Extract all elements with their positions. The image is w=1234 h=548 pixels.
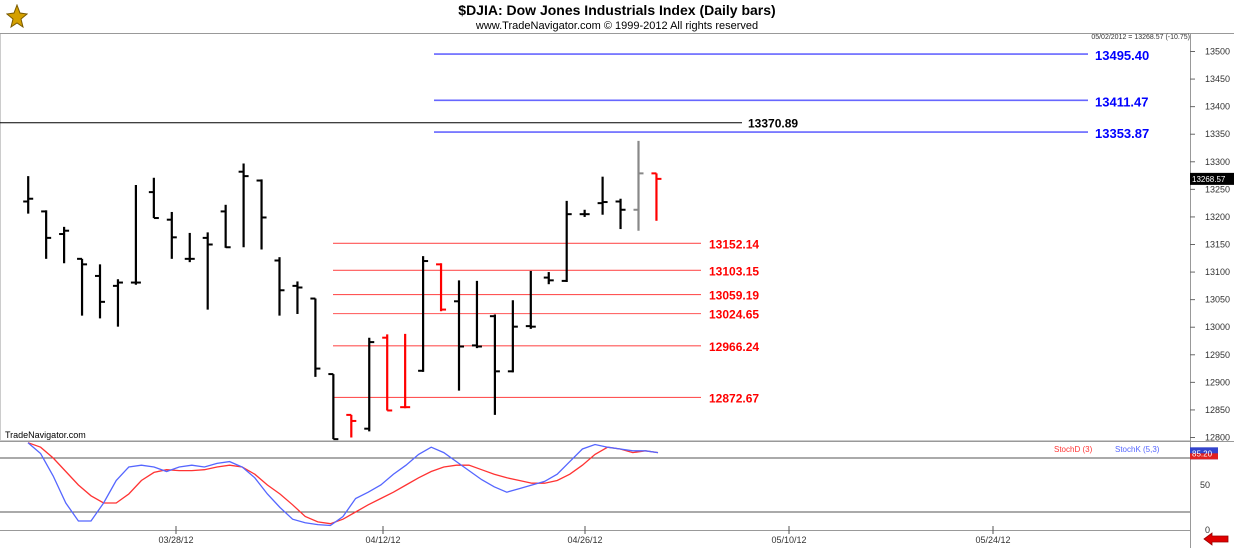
watermark-label: TradeNavigator.com <box>5 430 86 440</box>
ohlc-bar <box>112 279 123 327</box>
ohlc-bar <box>148 177 159 220</box>
ohlc-bar <box>59 226 70 264</box>
chart-title: $DJIA: Dow Jones Industrials Index (Dail… <box>458 2 776 18</box>
ohlc-bar <box>436 263 447 312</box>
trade-navigator-logo-icon <box>6 4 28 29</box>
chart-header: $DJIA: Dow Jones Industrials Index (Dail… <box>0 0 1234 34</box>
stoch-value-label: 85.20 <box>1192 449 1213 458</box>
resistance-label: 13495.40 <box>1095 48 1149 63</box>
ohlc-bar <box>454 280 464 391</box>
support-label: 13059.19 <box>709 289 759 303</box>
scroll-left-arrow-icon[interactable] <box>1203 532 1229 546</box>
ohlc-bar <box>310 297 321 377</box>
ohlc-bar <box>400 333 411 409</box>
support-label: 12966.24 <box>709 340 759 354</box>
ohlc-bar <box>328 373 339 441</box>
price-tag-label: 13268.57 <box>1192 175 1226 184</box>
ohlc-bar <box>346 413 357 438</box>
ohlc-bar <box>41 210 52 259</box>
legend-stochk: StochK (5,3) <box>1115 445 1160 454</box>
x-tick-label: 03/28/12 <box>158 535 193 545</box>
ohlc-bar <box>525 270 536 329</box>
y-tick-label: 13150 <box>1205 240 1230 250</box>
ohlc-bar <box>256 179 267 250</box>
y-tick-label: 12950 <box>1205 350 1230 360</box>
copyright-text: www.TradeNavigator.com © 1999-2012 All r… <box>475 20 759 32</box>
y-tick-label: 13200 <box>1205 212 1230 222</box>
current-price-tag: 13268.57 <box>1190 172 1234 185</box>
x-tick-label: 05/24/12 <box>975 535 1010 545</box>
ohlc-bar <box>364 337 375 432</box>
y-tick-label: 12900 <box>1205 377 1230 387</box>
quote-readout: 05/02/2012 = 13268.57 (-10.75) <box>1091 34 1190 41</box>
price-y-axis: 12800 12850 12900 12950 13000 13050 13100 13150… <box>1190 47 1230 443</box>
ohlc-bar <box>418 256 429 372</box>
y-tick-label: 13300 <box>1205 157 1230 167</box>
stoch-y-tick-label: 50 <box>1200 480 1210 490</box>
ohlc-bar <box>166 211 177 259</box>
support-resistance-levels: 13370.89 13495.40 13411.47 13353.87 13152.14… <box>0 48 1149 405</box>
y-tick-label: 13050 <box>1205 295 1230 305</box>
stoch-y-tick-label: 0 <box>1205 525 1210 535</box>
date-axis: 03/28/12 04/12/12 04/26/12 05/10/12 05/24/12 <box>158 526 1011 545</box>
ohlc-bar <box>651 172 662 221</box>
ohlc-bar <box>202 232 213 310</box>
resistance-label: 13411.47 <box>1095 94 1149 109</box>
ohlc-bar <box>471 280 482 349</box>
y-tick-label: 12800 <box>1205 433 1230 443</box>
x-tick-label: 04/26/12 <box>567 535 602 545</box>
ohlc-bar <box>95 264 105 319</box>
y-tick-label: 13400 <box>1205 102 1230 112</box>
ohlc-bar <box>292 281 303 314</box>
ohlc-bar <box>184 232 195 263</box>
support-label: 13103.15 <box>709 264 759 278</box>
ohlc-bar <box>238 163 249 248</box>
ohlc-bar <box>489 314 500 415</box>
y-tick-label: 13250 <box>1205 184 1230 194</box>
support-label: 13152.14 <box>709 237 759 251</box>
ohlc-bar <box>579 209 590 217</box>
x-tick-label: 04/12/12 <box>365 535 400 545</box>
ohlc-bar <box>543 272 554 285</box>
y-tick-label: 13350 <box>1205 129 1230 139</box>
ohlc-bar <box>615 198 626 230</box>
support-label: 13024.65 <box>709 308 759 322</box>
support-label: 12872.67 <box>709 391 759 405</box>
stochastic-panel: 0 50 StochD (3) StochK (5,3) 85.20 <box>0 442 1218 535</box>
x-tick-label: 05/10/12 <box>771 535 806 545</box>
ohlc-bar <box>633 140 644 231</box>
stoch-series-line <box>27 442 659 525</box>
ohlc-bar <box>382 334 393 412</box>
ohlc-bars <box>23 140 662 441</box>
resistance-label: 13353.87 <box>1095 126 1149 141</box>
y-tick-label: 12850 <box>1205 405 1230 415</box>
y-tick-label: 13450 <box>1205 74 1230 84</box>
ohlc-bar <box>274 257 285 316</box>
ohlc-bar <box>130 184 141 285</box>
y-tick-label: 13000 <box>1205 322 1230 332</box>
ohlc-bar <box>220 204 231 249</box>
price-panel-frame <box>0 33 1191 441</box>
y-tick-label: 13500 <box>1205 47 1230 57</box>
legend-stochd: StochD (3) <box>1054 445 1093 454</box>
pivot-label: 13370.89 <box>748 117 798 131</box>
stoch-series-line <box>27 442 659 527</box>
ohlc-bar <box>23 176 34 214</box>
y-tick-label: 13100 <box>1205 267 1230 277</box>
ohlc-bar <box>597 176 608 215</box>
stoch-value-tag-red <box>1190 453 1218 460</box>
ohlc-bar <box>507 300 518 373</box>
ohlc-bar <box>77 257 88 316</box>
ohlc-bar <box>561 200 572 282</box>
price-tag-box <box>1190 172 1234 185</box>
